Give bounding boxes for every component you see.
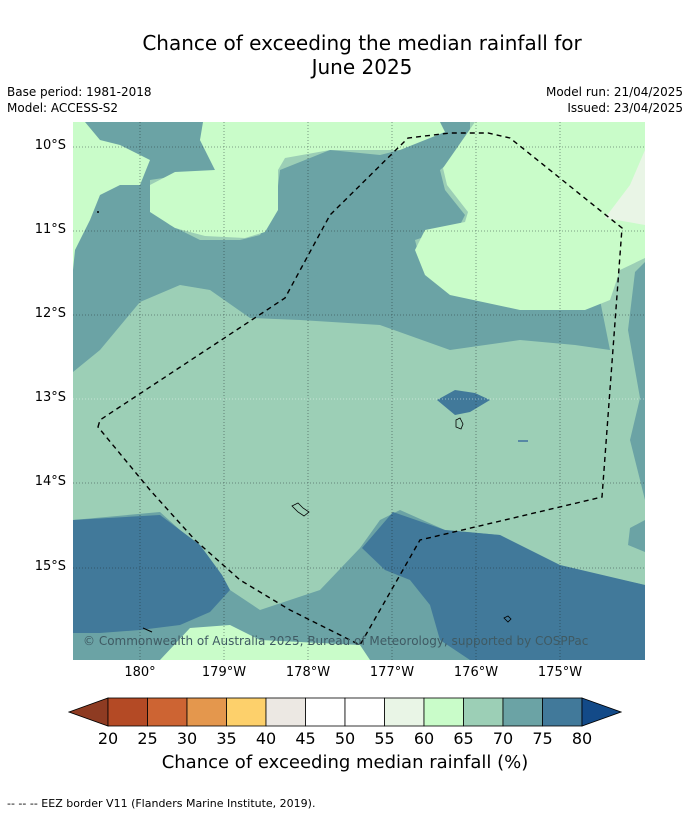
model-info-right: Model run: 21/04/2025 Issued: 23/04/2025 xyxy=(546,84,683,116)
island-icon xyxy=(455,417,464,430)
colorbar-cell-20_25 xyxy=(107,697,148,727)
band-75-80-southeast xyxy=(362,512,645,660)
colorbar-cell-70_75 xyxy=(502,697,543,727)
lat-label-15s: 15°S xyxy=(34,559,66,574)
colorbar-cell-30_35 xyxy=(186,697,227,727)
band-60-65-south xyxy=(160,625,370,660)
colorbar-cell-55_60 xyxy=(384,697,425,727)
lon-label-175w: 175°W xyxy=(537,665,583,680)
map-canvas xyxy=(73,122,645,660)
gridlines xyxy=(73,122,645,660)
colorbar-cell-65_70 xyxy=(463,697,504,727)
lat-label-11s: 11°S xyxy=(34,222,66,237)
lat-label-10s: 10°S xyxy=(34,138,66,153)
colorbar-tick-55: 55 xyxy=(374,729,395,748)
colorbar-label: Chance of exceeding median rainfall (%) xyxy=(161,752,529,773)
lon-label-178w: 178°W xyxy=(285,665,331,680)
colorbar-tick-45: 45 xyxy=(295,729,316,748)
colorbar-tick-35: 35 xyxy=(216,729,237,748)
colorbar xyxy=(68,697,622,727)
lon-label-177w: 177°W xyxy=(369,665,415,680)
colorbar-tick-65: 65 xyxy=(453,729,474,748)
colorbar-cell-35_40 xyxy=(226,697,267,727)
reef-mark xyxy=(97,211,99,213)
colorbar-tick-50: 50 xyxy=(334,729,356,748)
eez-footnote: -- -- -- EEZ border V11 (Flanders Marine… xyxy=(7,797,316,810)
band-60-65-northeast xyxy=(415,122,645,310)
reef-mark xyxy=(142,627,153,633)
lon-label-179w: 179°W xyxy=(201,665,247,680)
lat-label-14s: 14°S xyxy=(34,474,66,489)
colorbar-tick-40: 40 xyxy=(255,729,277,748)
lon-label-180: 180° xyxy=(124,665,156,680)
lon-label-176w: 176°W xyxy=(453,665,499,680)
colorbar-extend-low xyxy=(68,697,109,727)
band-55-60-corner xyxy=(605,150,645,225)
band-60-65-west xyxy=(73,122,150,270)
model-name: Model: ACCESS-S2 xyxy=(7,101,119,115)
colorbar-cell-45_50 xyxy=(305,697,346,727)
model-run-date: Model run: 21/04/2025 xyxy=(545,85,683,99)
band-75-80-small-north xyxy=(437,390,490,415)
base-period: Base period: 1981-2018 xyxy=(7,85,152,99)
rainfall-map xyxy=(73,122,645,660)
eez-border xyxy=(97,132,623,646)
colorbar-cell-60_65 xyxy=(423,697,464,727)
colorbar-tick-80: 80 xyxy=(571,729,593,748)
colorbar-tick-75: 75 xyxy=(532,729,553,748)
lat-label-13s: 13°S xyxy=(34,390,66,405)
colorbar-tick-20: 20 xyxy=(97,729,119,748)
colorbar-tick-25: 25 xyxy=(137,729,158,748)
band-75-80-southwest xyxy=(73,515,230,633)
band-70-75-island-patch xyxy=(282,248,318,280)
lat-label-12s: 12°S xyxy=(34,306,66,321)
title-line-2: June 2025 xyxy=(311,55,413,79)
colorbar-cell-25_30 xyxy=(147,697,188,727)
issued-date: Issued: 23/04/2025 xyxy=(567,101,683,115)
island-icon xyxy=(291,502,310,517)
colorbar-cell-75_80 xyxy=(542,697,583,727)
colorbar-cell-50_55 xyxy=(344,697,385,727)
model-info-left: Base period: 1981-2018 Model: ACCESS-S2 xyxy=(7,84,152,116)
colorbar-tick-30: 30 xyxy=(176,729,198,748)
island-icon xyxy=(503,615,512,623)
map-title: Chance of exceeding the median rainfall … xyxy=(0,31,690,79)
colorbar-tick-60: 60 xyxy=(413,729,435,748)
title-line-1: Chance of exceeding the median rainfall … xyxy=(142,31,582,55)
colorbar-cell-40_45 xyxy=(265,697,306,727)
colorbar-extend-high xyxy=(581,697,622,727)
colorbar-tick-70: 70 xyxy=(492,729,514,748)
copyright-notice: © Commonwealth of Australia 2025, Bureau… xyxy=(83,634,589,648)
